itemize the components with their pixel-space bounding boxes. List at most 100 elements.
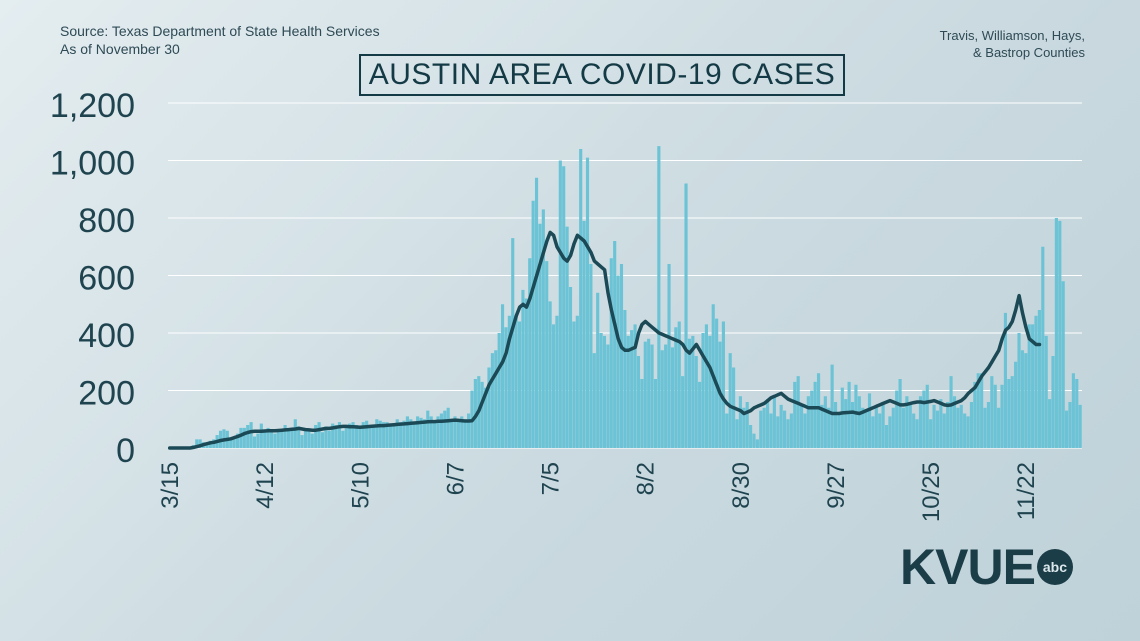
case-bar bbox=[1017, 333, 1021, 448]
case-bar bbox=[297, 426, 301, 448]
case-bar bbox=[1034, 315, 1038, 448]
case-bar bbox=[599, 333, 603, 448]
case-bar bbox=[283, 425, 287, 448]
case-bar bbox=[633, 324, 637, 448]
case-bar bbox=[565, 226, 569, 448]
case-bar bbox=[1065, 410, 1069, 448]
case-bar bbox=[1024, 353, 1028, 448]
case-bar bbox=[575, 315, 579, 448]
region-line-1: Travis, Williamson, Hays, bbox=[939, 28, 1085, 43]
case-bar bbox=[436, 416, 440, 448]
case-bar bbox=[854, 384, 858, 448]
case-bar bbox=[932, 404, 936, 448]
case-bar bbox=[371, 425, 376, 448]
case-bar bbox=[1010, 376, 1014, 448]
case-bar bbox=[786, 419, 790, 448]
case-bar bbox=[837, 413, 841, 448]
case-bar bbox=[905, 396, 909, 448]
case-bar bbox=[460, 416, 464, 448]
case-bar bbox=[269, 432, 274, 448]
case-bar bbox=[966, 416, 970, 448]
case-bar bbox=[592, 353, 596, 448]
case-bar bbox=[891, 407, 895, 448]
case-bar bbox=[990, 376, 994, 448]
case-bar bbox=[613, 241, 617, 448]
case-bar bbox=[840, 387, 844, 448]
case-bar bbox=[562, 166, 566, 448]
case-bar bbox=[793, 381, 797, 448]
case-bar bbox=[901, 407, 906, 448]
case-bar bbox=[511, 238, 515, 448]
y-tick-label: 600 bbox=[78, 260, 135, 298]
case-bar bbox=[742, 407, 746, 448]
case-bar bbox=[949, 376, 953, 448]
case-bar bbox=[229, 439, 233, 448]
case-bar bbox=[320, 432, 325, 448]
case-bar bbox=[344, 427, 348, 448]
case-bar bbox=[640, 379, 644, 448]
case-bar bbox=[963, 413, 967, 448]
case-bar bbox=[385, 422, 389, 448]
case-bar bbox=[735, 419, 739, 448]
case-bar bbox=[956, 407, 960, 448]
case-bar bbox=[439, 413, 443, 448]
case-bar bbox=[969, 402, 974, 448]
y-tick-label: 200 bbox=[78, 375, 135, 413]
case-bar bbox=[619, 264, 624, 448]
case-bar bbox=[266, 427, 270, 448]
case-bar bbox=[337, 422, 342, 448]
case-bar bbox=[375, 419, 379, 448]
y-tick-label: 400 bbox=[78, 317, 135, 355]
case-bar bbox=[446, 407, 450, 448]
case-bar bbox=[429, 416, 433, 448]
case-bar bbox=[1044, 335, 1048, 448]
case-bar bbox=[252, 436, 257, 448]
case-bar bbox=[898, 379, 902, 448]
x-tick-label: 6/7 bbox=[442, 462, 469, 495]
case-bar bbox=[766, 399, 770, 448]
case-bar bbox=[1061, 281, 1065, 448]
case-bar bbox=[701, 333, 705, 448]
case-bar bbox=[772, 396, 776, 448]
case-bar bbox=[416, 416, 420, 448]
logo-text: KVUE bbox=[900, 539, 1036, 595]
case-bar bbox=[443, 410, 447, 448]
case-bar bbox=[674, 327, 678, 448]
case-bar bbox=[779, 404, 783, 448]
case-bar bbox=[402, 420, 406, 448]
case-bar bbox=[833, 402, 838, 448]
case-bar bbox=[694, 356, 698, 448]
case-bar bbox=[602, 335, 607, 448]
case-bar bbox=[959, 404, 963, 448]
case-bar bbox=[823, 396, 827, 448]
abc-badge-icon: abc bbox=[1036, 549, 1073, 585]
case-bar bbox=[558, 160, 562, 448]
case-bar bbox=[997, 407, 1001, 448]
case-bar bbox=[324, 426, 328, 448]
case-bar bbox=[939, 399, 943, 448]
case-bar bbox=[256, 433, 260, 448]
region-line-2: & Bastrop Counties bbox=[972, 45, 1085, 60]
case-bar bbox=[497, 333, 501, 448]
region-note: Travis, Williamson, Hays, & Bastrop Coun… bbox=[940, 27, 1085, 61]
case-bar bbox=[1068, 402, 1072, 448]
case-bar bbox=[348, 423, 352, 448]
case-bar bbox=[572, 321, 576, 448]
case-bar bbox=[749, 425, 753, 448]
case-bar bbox=[589, 264, 593, 448]
case-bar bbox=[395, 419, 399, 448]
case-bar bbox=[1031, 324, 1035, 448]
case-bar bbox=[545, 261, 549, 448]
case-bar bbox=[195, 439, 199, 448]
case-bar bbox=[704, 324, 708, 448]
x-tick-label: 4/12 bbox=[252, 462, 279, 509]
case-bar bbox=[568, 287, 573, 448]
case-bar bbox=[239, 427, 243, 448]
case-bar bbox=[721, 321, 725, 448]
case-bar bbox=[198, 439, 202, 448]
case-bar bbox=[850, 402, 855, 448]
case-bar bbox=[480, 381, 484, 448]
case-bar bbox=[670, 347, 675, 448]
case-bar bbox=[317, 422, 321, 448]
